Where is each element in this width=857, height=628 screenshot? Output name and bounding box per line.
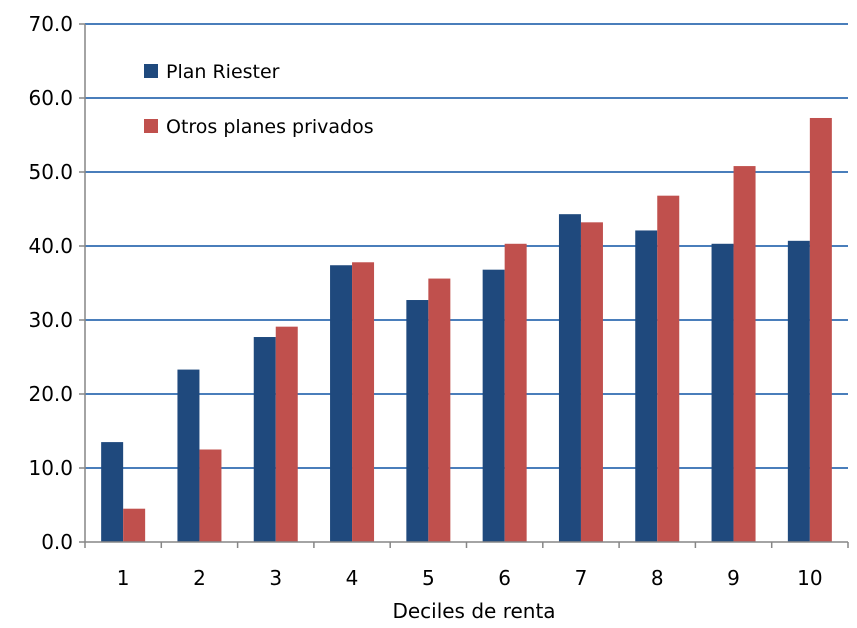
x-tick-label: 3: [269, 566, 282, 590]
bar-otros-planes-5: [428, 278, 451, 542]
bar-plan-riester-8: [635, 230, 658, 542]
y-tick-label: 70.0: [28, 12, 73, 36]
bar-plan-riester-10: [787, 240, 810, 542]
x-tick-label: 2: [193, 566, 206, 590]
x-axis-title: Deciles de renta: [392, 599, 555, 623]
bar-otros-planes-4: [352, 262, 375, 542]
bar-plan-riester-2: [177, 369, 200, 542]
y-tick-label: 40.0: [28, 234, 73, 258]
bar-plan-riester-6: [482, 269, 505, 542]
y-tick-label: 10.0: [28, 456, 73, 480]
bar-plan-riester-7: [558, 214, 581, 542]
y-tick-label: 20.0: [28, 382, 73, 406]
y-tick-label: 60.0: [28, 86, 73, 110]
x-tick-label: 6: [498, 566, 511, 590]
x-tick-label: 5: [422, 566, 435, 590]
legend-swatch: [144, 119, 158, 133]
y-tick-label: 30.0: [28, 308, 73, 332]
x-tick-label: 9: [727, 566, 740, 590]
x-tick-labels: 1 2 3 4 5 6 7 8 9 10: [84, 542, 849, 590]
bar-otros-planes-7: [580, 222, 603, 542]
bars: [101, 117, 832, 542]
legend: Plan Riester Otros planes privados: [144, 61, 374, 138]
legend-label: Otros planes privados: [166, 116, 374, 138]
bar-plan-riester-3: [253, 337, 276, 542]
legend-label: Plan Riester: [166, 61, 280, 83]
bar-otros-planes-1: [123, 508, 146, 542]
bar-otros-planes-8: [657, 195, 680, 542]
bar-otros-planes-9: [733, 166, 756, 542]
y-tick-label: 0.0: [41, 530, 73, 554]
bar-otros-planes-6: [504, 243, 527, 542]
bar-otros-planes-2: [199, 449, 222, 542]
bar-plan-riester-9: [711, 243, 734, 542]
x-tick-label: 7: [575, 566, 588, 590]
gridlines: [85, 23, 848, 469]
y-tick-label: 50.0: [28, 160, 73, 184]
bar-plan-riester-5: [406, 300, 429, 542]
bar-otros-planes-3: [275, 326, 298, 542]
y-tick-labels: 0.0 10.0 20.0 30.0 40.0 50.0 60.0 70.0: [28, 12, 85, 554]
legend-swatch: [144, 64, 158, 78]
x-tick-label: 8: [651, 566, 664, 590]
x-tick-label: 1: [117, 566, 130, 590]
x-tick-label: 4: [346, 566, 359, 590]
bar-plan-riester-4: [330, 265, 353, 542]
bar-otros-planes-10: [809, 117, 832, 542]
bar-plan-riester-1: [101, 442, 124, 542]
x-tick-label: 10: [797, 566, 822, 590]
